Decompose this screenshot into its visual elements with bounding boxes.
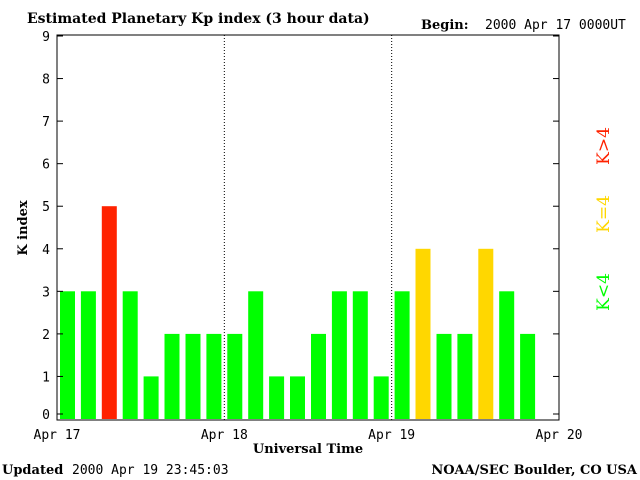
kp-bar bbox=[415, 248, 431, 419]
day-separators bbox=[223, 35, 393, 420]
y-axis-label: K index bbox=[16, 200, 31, 256]
begin-value: 2000 Apr 17 0000UT bbox=[485, 18, 626, 33]
kp-bar bbox=[185, 333, 201, 419]
y-axis-ticks: 0 1 2 3 4 5 6 7 8 9 bbox=[42, 30, 559, 423]
legend-k-equal-4: K=4 bbox=[594, 195, 614, 233]
y-tick-label: 1 bbox=[42, 370, 50, 385]
kp-bar bbox=[311, 333, 326, 419]
kp-bar bbox=[227, 333, 243, 419]
kp-bar bbox=[164, 333, 180, 419]
y-tick-label: 3 bbox=[42, 285, 50, 300]
kp-bar bbox=[352, 291, 368, 419]
kp-bar bbox=[520, 333, 536, 419]
kp-bar bbox=[248, 291, 264, 419]
begin-label: Begin: bbox=[421, 18, 469, 33]
kp-bar bbox=[269, 376, 285, 419]
x-tick-label: Apr 17 bbox=[34, 428, 81, 443]
kp-bar bbox=[499, 291, 515, 419]
kp-bar bbox=[290, 376, 305, 419]
bars bbox=[60, 206, 536, 419]
x-tick-label: Apr 18 bbox=[201, 428, 248, 443]
legend-k-less-4: K<4 bbox=[594, 273, 614, 311]
chart-title: Estimated Planetary Kp index (3 hour dat… bbox=[27, 11, 370, 27]
updated-value: 2000 Apr 19 23:45:03 bbox=[72, 463, 229, 478]
y-tick-label: 8 bbox=[42, 73, 50, 88]
kp-bar bbox=[478, 248, 494, 419]
x-axis-label: Universal Time bbox=[253, 442, 363, 457]
kp-bar bbox=[143, 376, 159, 419]
kp-bar bbox=[122, 291, 138, 419]
updated-label: Updated bbox=[2, 463, 63, 478]
plot-frame bbox=[56, 34, 560, 421]
x-tick-label: Apr 20 bbox=[536, 428, 583, 443]
kp-bar bbox=[80, 291, 96, 419]
y-tick-label: 4 bbox=[42, 243, 50, 258]
y-tick-label: 7 bbox=[42, 115, 50, 130]
y-tick-label: 9 bbox=[42, 30, 50, 45]
x-tick-label: Apr 19 bbox=[368, 428, 415, 443]
legend-k-greater-4: K>4 bbox=[594, 127, 614, 165]
kp-bar bbox=[373, 376, 389, 419]
y-tick-label: 0 bbox=[42, 408, 50, 423]
kp-bar bbox=[457, 333, 473, 419]
kp-bar bbox=[101, 206, 117, 419]
y-tick-label: 2 bbox=[42, 328, 50, 343]
kp-bar bbox=[60, 291, 75, 419]
x-axis-ticks: Apr 17 Apr 18 Apr 19 Apr 20 bbox=[34, 428, 583, 443]
kp-bar bbox=[436, 333, 452, 419]
y-tick-label: 5 bbox=[42, 200, 50, 215]
kp-bar bbox=[331, 291, 347, 419]
footer-source: NOAA/SEC Boulder, CO USA bbox=[431, 463, 638, 478]
y-tick-label: 6 bbox=[42, 158, 50, 173]
kp-bar bbox=[394, 291, 410, 419]
kp-bar bbox=[206, 333, 222, 419]
